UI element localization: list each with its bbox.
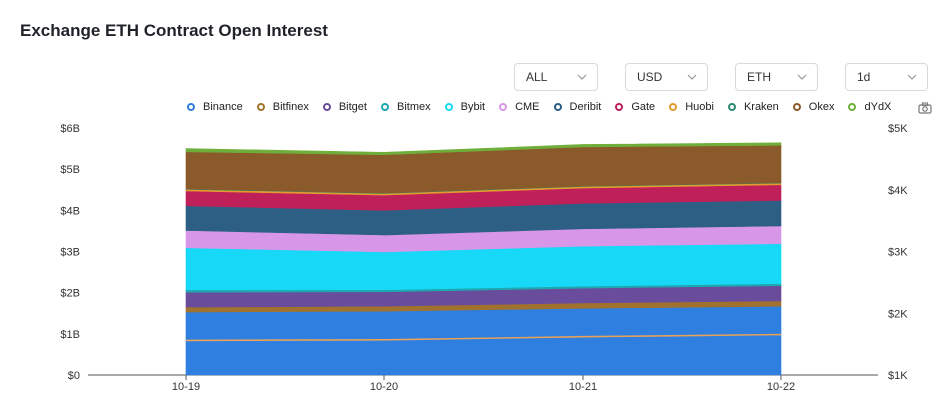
y-right-tick-label: $3K	[888, 247, 908, 259]
legend-item-huobi[interactable]: Huobi	[669, 101, 714, 113]
legend-marker-dydx	[848, 103, 857, 111]
legend-item-okex[interactable]: Okex	[792, 101, 835, 113]
coin-select-value: ETH	[747, 70, 771, 84]
legend-label: Bitget	[338, 101, 367, 113]
legend-marker-gate	[615, 103, 624, 111]
y-right-tick-label: $2K	[888, 308, 908, 320]
legend-label: dYdX	[864, 101, 892, 113]
y-left-tick-label: $3B	[60, 247, 80, 259]
legend-item-cme[interactable]: CME	[499, 101, 540, 113]
y-left-tick-label: $1B	[60, 329, 80, 341]
legend-label: CME	[515, 101, 540, 113]
legend-label: Bitfinex	[272, 101, 309, 113]
area-dydx	[185, 142, 782, 156]
legend-marker-bitmex	[380, 103, 389, 111]
legend-marker-binance	[187, 103, 195, 111]
chevron-down-icon	[577, 74, 587, 80]
legend-item-binance[interactable]: Binance	[187, 101, 243, 113]
chevron-down-icon	[797, 74, 807, 80]
interval-select[interactable]: 1d	[845, 63, 928, 91]
x-tick-label: 10-19	[172, 381, 200, 393]
legend-label: Bitmex	[396, 101, 431, 113]
area-bybit	[185, 243, 782, 291]
x-tick-label: 10-20	[370, 381, 398, 393]
y-right-tick-label: $1K	[888, 370, 908, 382]
scope-select[interactable]: ALL	[514, 63, 598, 91]
y-left-tick-label: $5B	[60, 164, 80, 176]
stacked-areas	[185, 142, 782, 376]
eth-price-line	[185, 333, 782, 342]
legend-label: Binance	[203, 101, 243, 113]
y-left-tick-label: $6B	[60, 123, 80, 135]
legend-marker-cme	[499, 103, 508, 111]
legend-item-bitfinex[interactable]: Bitfinex	[256, 101, 309, 113]
coin-select[interactable]: ETH	[735, 63, 818, 91]
legend-marker-bybit	[444, 103, 453, 111]
page-title: Exchange ETH Contract Open Interest	[20, 21, 328, 40]
legend-marker-huobi	[669, 103, 678, 111]
legend-label: Huobi	[685, 101, 714, 113]
legend-item-bybit[interactable]: Bybit	[444, 101, 486, 113]
interval-select-value: 1d	[857, 70, 871, 84]
chevron-down-icon	[907, 74, 917, 80]
chart-legend: Binance Bitfinex Bitget Bitmex Bybit CME Derib…	[187, 101, 905, 113]
legend-item-dydx[interactable]: dYdX	[848, 101, 891, 113]
legend-item-bitmex[interactable]: Bitmex	[380, 101, 431, 113]
y-left-tick-label: $4B	[60, 205, 80, 217]
y-left-tick-label: $0	[68, 370, 80, 382]
currency-select[interactable]: USD	[625, 63, 708, 91]
y-right-tick-label: $4K	[888, 185, 908, 197]
legend-item-kraken[interactable]: Kraken	[727, 101, 779, 113]
legend-marker-kraken	[727, 103, 736, 111]
legend-label: Gate	[631, 101, 656, 113]
camera-icon[interactable]	[918, 102, 932, 114]
legend-item-gate[interactable]: Gate	[615, 101, 655, 113]
legend-label: Bybit	[460, 101, 486, 113]
legend-marker-bitget	[322, 103, 331, 111]
legend-marker-bitfinex	[256, 103, 265, 111]
legend-marker-okex	[792, 103, 801, 111]
legend-marker-deribit	[553, 103, 562, 111]
currency-select-value: USD	[637, 70, 663, 84]
legend-item-bitget[interactable]: Bitget	[322, 101, 367, 113]
chevron-down-icon	[687, 74, 697, 80]
y-right-tick-label: $5K	[888, 123, 908, 135]
x-tick-label: 10-22	[767, 381, 795, 393]
legend-item-deribit[interactable]: Deribit	[553, 101, 602, 113]
legend-label: Okex	[808, 101, 835, 113]
legend-label: Kraken	[743, 101, 779, 113]
legend-label: Deribit	[569, 101, 602, 113]
x-tick-label: 10-21	[569, 381, 597, 393]
y-left-tick-label: $2B	[60, 288, 80, 300]
scope-select-value: ALL	[526, 70, 548, 84]
